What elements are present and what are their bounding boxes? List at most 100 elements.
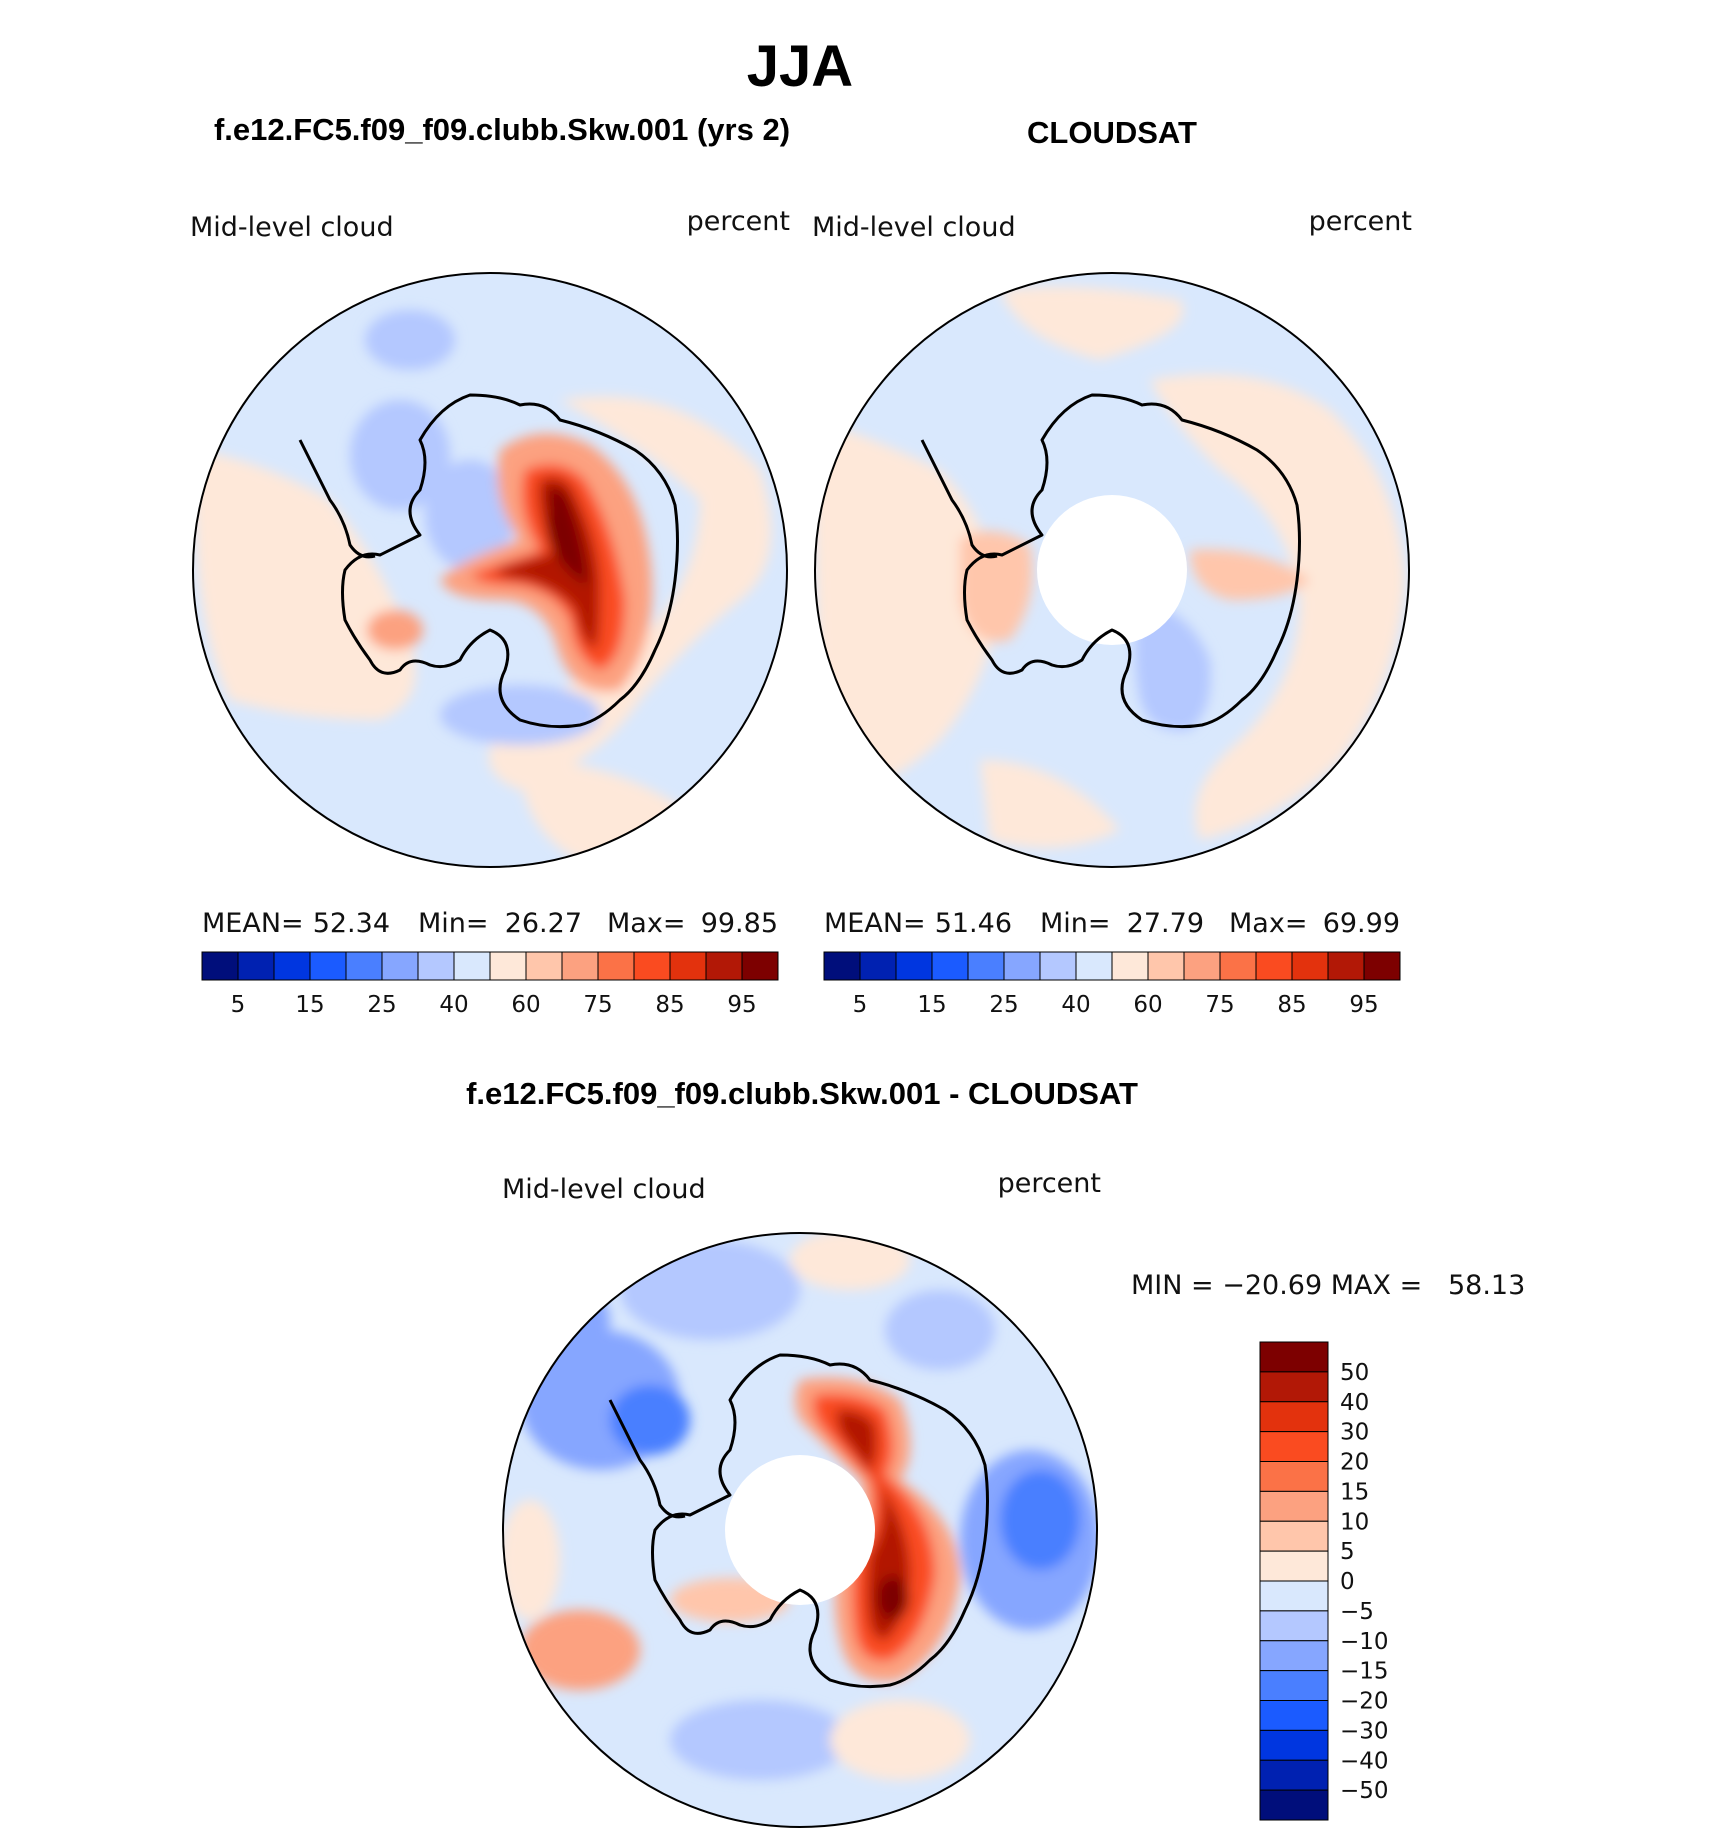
diff-colorbar-tick-label: −50 [1340,1778,1389,1804]
diff-colorbar-tick-label: 5 [1340,1539,1355,1565]
panel-right-max-label: Max= [1229,908,1307,939]
panel-left-mean-label: MEAN= [202,908,304,939]
diff-colorbar-box-4 [1259,1461,1329,1492]
panel-right-peninsula [920,439,998,559]
panel-left-min-value: 26.27 [505,908,582,939]
panel-left-title: f.e12.FC5.f09_f09.clubb.Skw.001 (yrs 2) [214,112,790,147]
panel-right-colorbar-box-14 [1327,951,1365,981]
panel-right-colorbar-box-11 [1219,951,1257,981]
panel-right-min-value: 27.79 [1127,908,1204,939]
diff-colorbar-box-9 [1259,1610,1329,1642]
panel-left-west-warm [367,610,423,650]
panel-left-colorbar-box-2 [273,951,311,981]
panel-left-colorbar-box-15 [741,951,779,981]
diff-colorbar-tick-label: −15 [1340,1659,1389,1685]
diff-colorbar-tick-label: −20 [1340,1689,1389,1715]
diff-blue-northwest [510,1280,610,1360]
panel-right-warm-east [1150,374,1405,840]
panel-right-colorbar-tick-label: 25 [989,992,1018,1018]
panel-right-colorbar-box-4 [967,951,1005,981]
panel-left-colorbar-box-7 [453,951,491,981]
panel-right-warm-south [980,760,1120,848]
panel-right-colorbar-box-3 [931,951,969,981]
panel-left-blue-patch-1 [350,400,450,510]
panel-right-blue-sector [1135,600,1211,731]
diff-blue-north [620,1240,800,1340]
diff-colorbar-box-13 [1259,1729,1329,1761]
diff-warm-south [830,1700,970,1780]
diff-colorbar-box-8 [1259,1580,1329,1612]
diff-colorbar-box-15 [1259,1789,1329,1821]
panel-right-stats: MEAN= 51.46 Min= 27.79 Max= 69.99 [824,908,1400,939]
panel-right-colorbar-tick-label: 15 [917,992,946,1018]
diff-blue-northeast [885,1290,995,1370]
diff-colorbar-tick-label: 20 [1340,1450,1369,1476]
diff-colorbar-box-14 [1259,1759,1329,1791]
panel-right-colorbar-box-12 [1255,951,1293,981]
diff-colorbar-tick-label: 40 [1340,1390,1369,1416]
diff-colorbar-box-11 [1259,1670,1329,1702]
diff-warm-west [503,1500,560,1620]
panel-right-mean-value: 51.46 [935,908,1012,939]
panel-right-units-label: percent [1309,206,1412,237]
panel-left-coastline [341,393,679,729]
diff-colorbar-tick-label: 30 [1340,1420,1369,1446]
panel-left-colorbar-box-12 [633,951,671,981]
panel-left-blue-patch-2 [365,310,455,370]
panel-left-colorbar-box-4 [345,951,383,981]
diff-blue-east-2 [1000,1470,1080,1570]
diff-colorbar-box-10 [1259,1640,1329,1672]
diff-coastline [651,1353,989,1689]
diff-blue-south [670,1700,850,1780]
panel-left-max-value: 99.85 [701,908,778,939]
diff-title: f.e12.FC5.f09_f09.clubb.Skw.001 - CLOUDS… [466,1076,1138,1111]
panel-left-colorbar-tick-label: 75 [583,992,612,1018]
diff-colorbar-tick-label: −40 [1340,1748,1389,1774]
panel-left-colorbar-box-3 [309,951,347,981]
panel-right-colorbar-box-0 [823,951,861,981]
diff-map-border [502,1232,1098,1828]
panel-right-colorbar-box-10 [1183,951,1221,981]
diff-colorbar-tick-label: 15 [1340,1479,1369,1505]
panel-left-blue-patch-4 [440,685,600,745]
panel-left-colorbar-box-10 [561,951,599,981]
panel-right-colorbar-tick-label: 60 [1133,992,1162,1018]
panel-left-colorbar-box-1 [237,951,275,981]
panel-left-colorbar-box-6 [417,951,455,981]
panel-right-colorbar-box-7 [1075,951,1113,981]
diff-colorbar-tick-label: 10 [1340,1509,1369,1535]
diff-colorbar-tick-label: −10 [1340,1629,1389,1655]
diff-colorbar-box-2 [1259,1401,1329,1433]
panel-left-colorbar-tick-label: 25 [367,992,396,1018]
panel-left-warm-sector [194,450,416,720]
panel-left-colorbar-box-11 [597,951,635,981]
diff-blue-west-2 [610,1385,690,1455]
panel-left-max-label: Max= [607,908,685,939]
panel-right-map-border [814,272,1410,868]
diff-colorbar-box-0 [1259,1341,1329,1373]
diff-polar-gap [725,1455,875,1605]
panel-left-colorbar-tick-label: 15 [295,992,324,1018]
diff-colorbar-box-7 [1259,1550,1329,1582]
diff-variable-label: Mid-level cloud [502,1174,706,1205]
panel-right-max-value: 69.99 [1323,908,1400,939]
diff-colorbar-box-5 [1259,1490,1329,1522]
panel-left-stats: MEAN= 52.34 Min= 26.27 Max= 99.85 [202,908,778,939]
panel-left-colorbar-box-14 [705,951,743,981]
panel-right-min-label: Min= [1040,908,1111,939]
diff-colorbar-tick-label: −30 [1340,1718,1389,1744]
panel-right-colorbar-box-15 [1363,951,1401,981]
panel-left-colorbar-box-0 [201,951,239,981]
panel-left-colorbar-tick-label: 40 [439,992,468,1018]
panel-left-mean-value: 52.34 [313,908,390,939]
panel-right-colorbar-box-13 [1291,951,1329,981]
diff-colorbar-tick-label: −5 [1340,1599,1374,1625]
diff-colorbar-box-6 [1259,1520,1329,1552]
panel-right-polar-gap [1037,495,1187,645]
panel-right-coastline [963,393,1301,729]
panel-left-red-core [546,489,588,585]
figure-title: JJA [747,34,853,99]
panel-right-map [814,272,1410,868]
diff-min-max-label: MIN = −20.69 MAX = 58.13 [1131,1270,1525,1301]
